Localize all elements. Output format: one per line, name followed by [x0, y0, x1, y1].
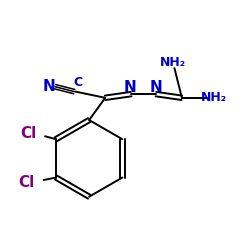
Text: Cl: Cl — [21, 126, 37, 141]
Text: N: N — [150, 80, 163, 95]
Text: Cl: Cl — [19, 175, 35, 190]
Text: C: C — [73, 76, 82, 89]
Text: N: N — [42, 79, 55, 94]
Text: NH₂: NH₂ — [201, 91, 227, 104]
Text: N: N — [124, 80, 136, 95]
Text: NH₂: NH₂ — [160, 56, 186, 69]
